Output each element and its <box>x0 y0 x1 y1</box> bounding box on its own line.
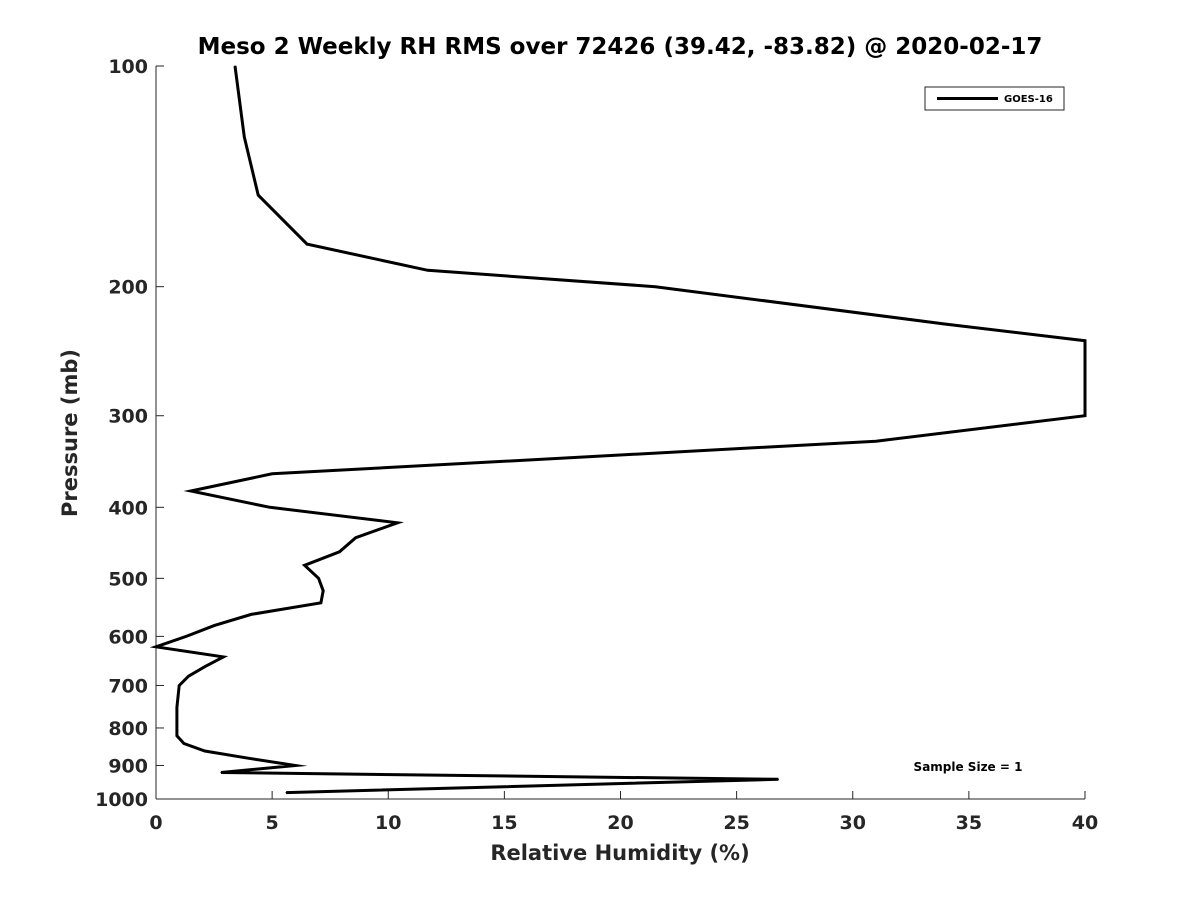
data-point <box>318 577 320 579</box>
x-tick-label: 30 <box>840 812 866 834</box>
chart-title: Meso 2 Weekly RH RMS over 72426 (39.42, … <box>198 34 1043 60</box>
data-point <box>875 440 877 442</box>
y-tick-label: 100 <box>108 56 148 78</box>
data-point <box>271 473 273 475</box>
x-tick-label: 20 <box>607 812 633 834</box>
data-point <box>355 537 357 539</box>
data-point <box>285 792 287 794</box>
x-tick-label: 5 <box>266 812 279 834</box>
data-point <box>257 194 259 196</box>
x-tick-label: 35 <box>956 812 982 834</box>
data-point <box>243 136 245 138</box>
data-point <box>183 742 185 745</box>
x-axis-label: Relative Humidity (%) <box>490 841 749 865</box>
data-point <box>945 323 947 325</box>
data-point <box>248 757 250 759</box>
data-point <box>234 65 236 67</box>
sample-size-annotation: Sample Size = 1 <box>914 760 1023 774</box>
data-point <box>213 625 215 627</box>
data-point <box>178 684 180 687</box>
x-tick-label: 10 <box>375 812 401 834</box>
data-point <box>220 771 222 774</box>
data-point <box>1084 340 1086 342</box>
x-tick-label: 25 <box>723 812 749 834</box>
series-line-goes-16 <box>149 65 1087 795</box>
data-point <box>320 602 322 604</box>
y-tick-label: 300 <box>108 406 148 428</box>
y-tick-label: 200 <box>108 277 148 299</box>
data-point <box>185 635 187 638</box>
data-point <box>176 706 178 709</box>
y-tick-label: 600 <box>108 626 148 648</box>
legend: GOES-16 <box>924 86 1065 111</box>
data-point <box>190 490 192 492</box>
data-point <box>269 506 271 508</box>
x-tick-label: 15 <box>491 812 517 834</box>
data-point <box>204 666 206 668</box>
data-point <box>1084 415 1086 417</box>
data-point <box>222 656 224 658</box>
data-point <box>250 613 252 616</box>
data-point <box>204 750 206 752</box>
data-point <box>396 522 399 524</box>
y-tick-label: 1000 <box>95 789 148 811</box>
data-point <box>176 727 178 729</box>
y-tick-label: 900 <box>108 755 148 777</box>
y-axis-ticks: 100 200 300 400 500 600 700 800 900 1000 <box>95 56 164 811</box>
y-tick-label: 700 <box>108 675 148 697</box>
data-point <box>322 590 324 592</box>
y-axis-label: Pressure (mb) <box>58 349 82 517</box>
data-point <box>427 269 429 271</box>
data-point <box>306 243 308 245</box>
legend-label-goes-16: GOES-16 <box>1004 94 1053 105</box>
y-tick-label: 500 <box>108 568 148 590</box>
data-point <box>155 646 157 648</box>
data-point <box>654 286 656 288</box>
x-tick-label: 0 <box>149 812 162 834</box>
data-point <box>304 564 306 566</box>
x-tick-label: 40 <box>1072 812 1098 834</box>
data-point <box>187 675 190 677</box>
data-point <box>777 778 780 780</box>
y-tick-label: 400 <box>108 497 148 519</box>
data-point <box>294 764 296 767</box>
series-layer <box>149 65 1087 795</box>
y-tick-label: 800 <box>108 718 148 740</box>
data-point <box>338 551 341 553</box>
plot-area: 0 5 10 15 20 25 30 35 40 100 200 300 400 500 600 700 80… <box>95 56 1098 834</box>
data-point <box>176 735 178 737</box>
x-axis-ticks: 0 5 10 15 20 25 30 35 40 <box>149 791 1098 834</box>
